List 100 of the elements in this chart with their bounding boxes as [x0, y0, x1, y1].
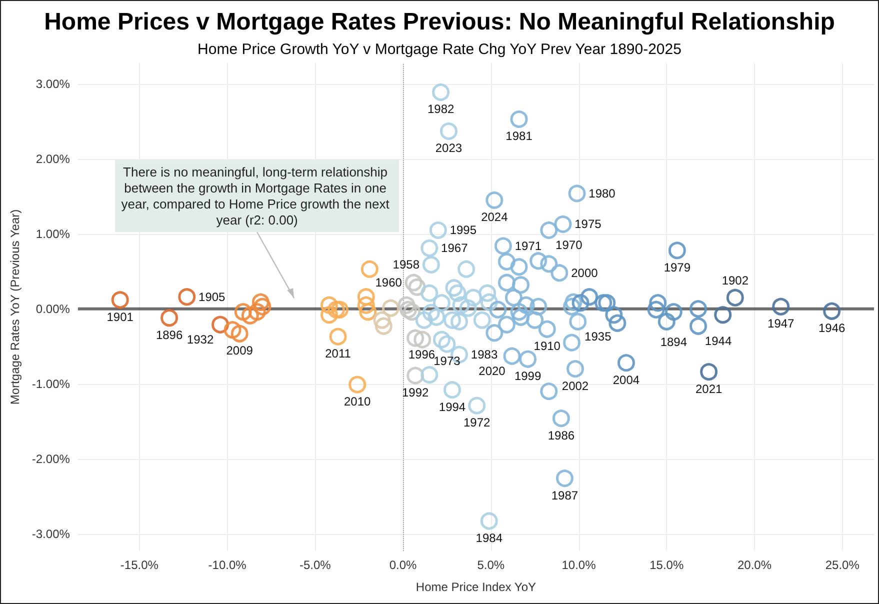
point: [498, 252, 516, 270]
point: [404, 274, 422, 292]
point: [473, 311, 491, 329]
annotation: 1902: [722, 274, 749, 288]
annotation: 1986: [548, 428, 575, 442]
point: [512, 276, 530, 294]
point: [519, 350, 537, 368]
point: [254, 298, 272, 316]
point: [448, 284, 466, 302]
point: [331, 300, 349, 318]
point: [382, 299, 400, 317]
point: [530, 298, 548, 316]
chart-subtitle: Home Price Growth YoY v Mortgage Rate Chg YoY Prev Year 1890-2025: [198, 41, 682, 58]
point: [726, 288, 744, 306]
annotation: 1995: [450, 223, 477, 238]
annotation: 1894: [660, 334, 688, 349]
point: [429, 221, 447, 239]
y-tick-label: -1.00%: [32, 376, 70, 391]
point: [478, 284, 496, 302]
point: [357, 296, 375, 314]
point: [248, 303, 266, 321]
point: [359, 303, 377, 321]
annotation: 2000: [571, 266, 598, 280]
point: [440, 122, 458, 140]
annotation: 1980: [588, 186, 616, 200]
x-tick-label: 0.0%: [389, 558, 418, 572]
annotation: 2020: [478, 364, 506, 378]
point: [420, 239, 438, 257]
point: [468, 396, 486, 414]
y-tick-label: 0.00%: [36, 302, 70, 316]
point: [540, 382, 558, 400]
point: [550, 264, 568, 282]
annotation: 1970: [556, 238, 583, 252]
point: [517, 296, 535, 314]
point: [772, 298, 790, 316]
point: [373, 311, 391, 329]
point: [420, 284, 438, 302]
point: [400, 300, 418, 318]
point: [554, 215, 572, 233]
annotation: 1958: [392, 258, 420, 272]
point: [647, 300, 665, 318]
annotation: 1987: [551, 488, 578, 502]
point: [320, 306, 338, 324]
x-tick-label: 20.0%: [737, 558, 772, 572]
point: [498, 274, 516, 292]
point: [563, 334, 580, 352]
point: [690, 300, 708, 318]
annotation: 1979: [664, 260, 691, 274]
point: [530, 252, 548, 270]
annotation: 1946: [818, 321, 846, 336]
point: [510, 110, 528, 128]
annotation: 1947: [768, 316, 795, 331]
point: [605, 306, 623, 324]
point: [111, 291, 129, 309]
point: [444, 311, 461, 329]
point: [580, 288, 598, 306]
annotation: 2004: [612, 372, 640, 387]
point: [252, 293, 270, 311]
point: [459, 299, 477, 317]
annotation: 1994: [438, 400, 466, 414]
point: [414, 330, 432, 348]
point: [505, 288, 522, 306]
point: [348, 376, 366, 394]
point: [489, 300, 507, 318]
point: [714, 306, 732, 324]
point: [512, 308, 530, 326]
point: [432, 330, 450, 348]
point: [480, 512, 498, 530]
y-tick-label: -3.00%: [32, 526, 70, 541]
annotation: 1972: [463, 416, 491, 430]
point: [538, 320, 556, 338]
point: [234, 303, 252, 321]
point: [658, 312, 676, 330]
point: [422, 304, 440, 322]
annotation: 1905: [198, 290, 226, 304]
point: [486, 324, 504, 342]
point: [598, 294, 616, 312]
point: [450, 312, 468, 330]
point: [374, 317, 392, 335]
point: [503, 347, 521, 365]
annotation: 2002: [562, 378, 589, 393]
x-tick-label: -5.0%: [299, 558, 332, 572]
annotation: 1992: [402, 386, 429, 400]
point: [432, 83, 450, 101]
annotation: 2010: [344, 394, 372, 409]
point: [428, 308, 446, 326]
point: [452, 296, 470, 314]
point: [556, 470, 574, 488]
point: [594, 294, 612, 312]
point: [823, 302, 841, 320]
point: [328, 300, 345, 318]
point: [178, 288, 196, 306]
point: [230, 324, 248, 342]
y-tick-label: 1.00%: [36, 226, 70, 241]
point: [608, 314, 626, 332]
point: [406, 329, 424, 347]
point: [700, 363, 718, 381]
point: [444, 381, 461, 399]
annotation: 1973: [434, 354, 461, 368]
y-tick-label: 2.00%: [36, 152, 70, 166]
